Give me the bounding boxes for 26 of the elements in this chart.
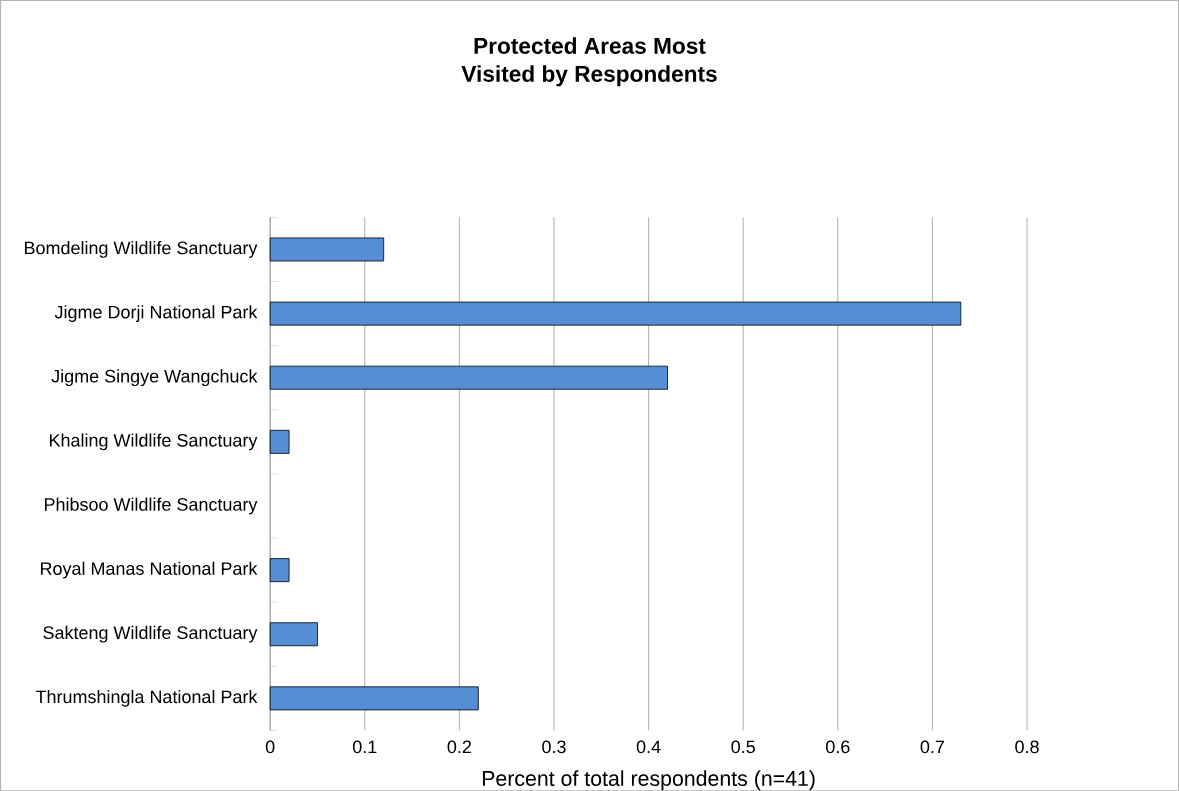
bar xyxy=(269,365,668,390)
y-tick-label: Sakteng Wildlife Sanctuary xyxy=(43,625,258,643)
y-tick-label: Bomdeling Wildlife Sanctuary xyxy=(24,240,258,258)
x-tick-label: 0.4 xyxy=(636,740,661,754)
x-tick-label: 0.8 xyxy=(1015,740,1039,754)
bar xyxy=(269,686,479,711)
bar xyxy=(269,301,962,326)
y-tick-label: Royal Manas National Park xyxy=(40,561,258,579)
x-tick-label: 0.1 xyxy=(352,740,377,754)
x-tick-label: 0.7 xyxy=(920,740,945,754)
bar xyxy=(269,429,290,454)
bar xyxy=(269,237,385,262)
bar xyxy=(269,558,290,582)
y-tick-label: Jigme Singye Wangchuck xyxy=(51,369,258,387)
x-tick-label: 0.2 xyxy=(447,740,471,754)
chart-title: Protected Areas Most Visited by Respondents xyxy=(461,37,717,87)
x-tick-label: 0.6 xyxy=(826,740,850,754)
x-tick-label: 0.5 xyxy=(731,740,755,754)
x-axis-title: Percent of total respondents (n=41) xyxy=(482,770,815,791)
y-tick-label: Thrumshingla National Park xyxy=(35,689,258,707)
y-tick-label: Jigme Dorji National Park xyxy=(54,305,258,322)
y-tick-label: Khaling Wildlife Sanctuary xyxy=(49,433,258,451)
x-tick-label: 0 xyxy=(265,740,275,754)
y-tick-label: Phibsoo Wildlife Sanctuary xyxy=(44,497,258,515)
bar xyxy=(269,622,318,647)
x-tick-label: 0.3 xyxy=(542,740,566,754)
